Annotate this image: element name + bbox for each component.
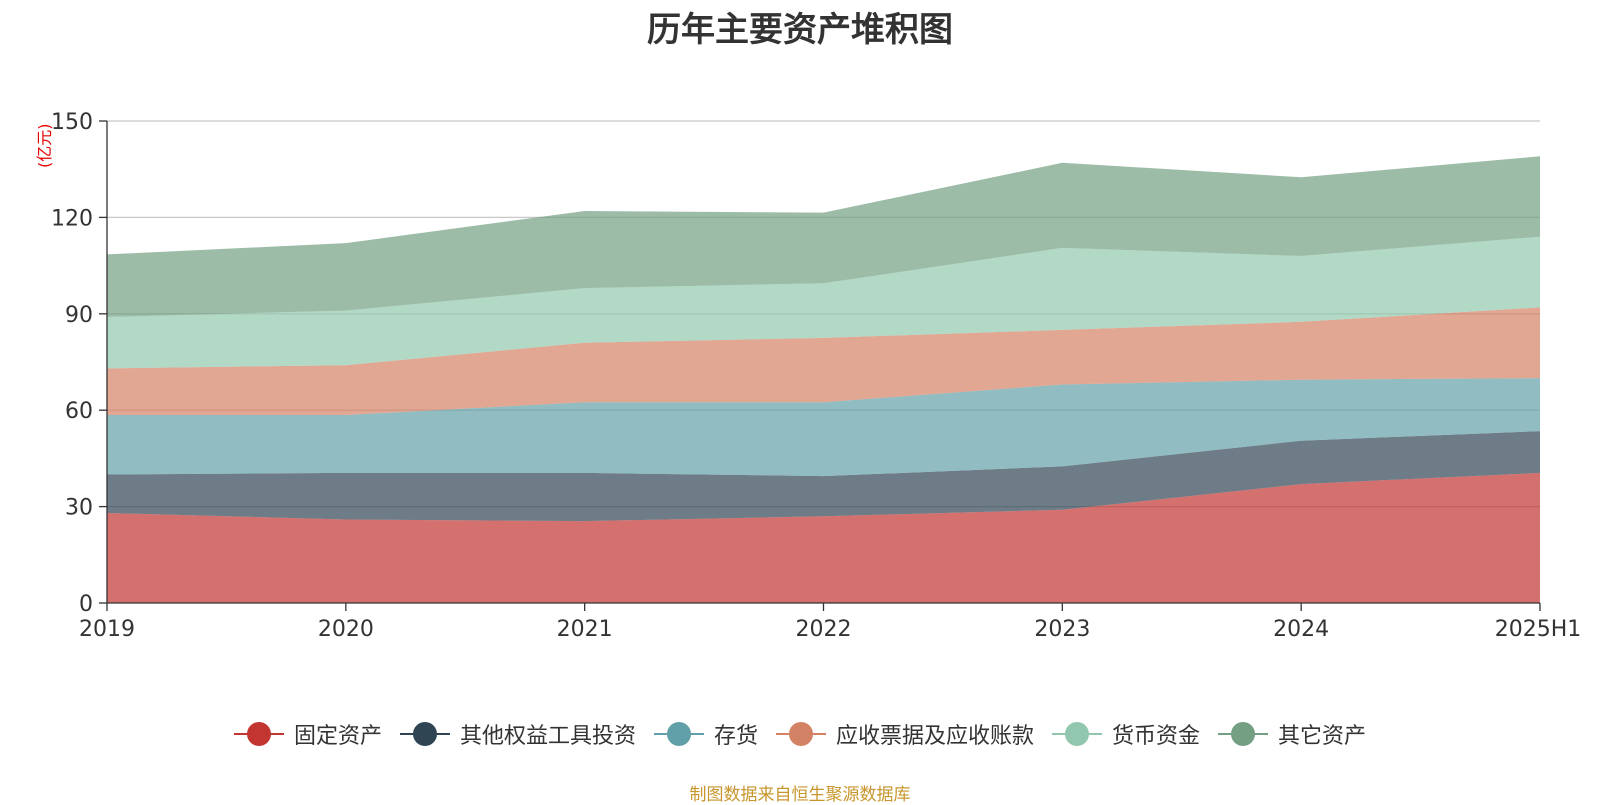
legend-label: 货币资金	[1112, 724, 1201, 749]
legend-item-4[interactable]: 货币资金	[1052, 718, 1200, 750]
area-series-2	[107, 378, 1540, 477]
y-tick-label: 150	[51, 110, 93, 135]
chart-title: 历年主要资产堆积图	[647, 10, 953, 50]
area-series-3	[107, 307, 1540, 415]
legend-dot	[789, 722, 813, 746]
x-tick-label: 2022	[796, 617, 852, 642]
legend-item-1[interactable]: 其他权益工具投资	[399, 718, 636, 750]
legend-swatch	[233, 722, 284, 746]
area-series-1	[107, 431, 1540, 522]
legend-swatch	[776, 722, 826, 746]
legend-item-3[interactable]: 应收票据及应收账款	[776, 718, 1034, 750]
legend-swatch	[1218, 722, 1269, 746]
x-tick-label: 2024	[1273, 617, 1329, 642]
legend-label: 固定资产	[293, 724, 382, 749]
legend-dot	[246, 722, 271, 746]
legend-label: 应收票据及应收账款	[836, 724, 1035, 749]
y-tick-label: 0	[79, 592, 93, 617]
area-series	[107, 156, 1540, 603]
x-tick-label: 2021	[557, 617, 613, 642]
legend-swatch	[653, 722, 704, 746]
legend-label: 其它资产	[1278, 724, 1367, 749]
legend-dot	[666, 722, 691, 746]
legend-swatch	[1052, 722, 1103, 746]
y-axis-unit: (亿元)	[35, 124, 54, 169]
legend-label: 其他权益工具投资	[459, 724, 636, 749]
source-note: 制图数据来自恒生聚源数据库	[689, 785, 911, 805]
axes: 0 30 60 90 120 150 2019 2020 2021 2022 2023 2024 202…	[51, 110, 1581, 642]
legend-item-0[interactable]: 固定资产	[233, 718, 382, 750]
area-series-5	[107, 156, 1540, 317]
legend-dot	[1231, 722, 1256, 746]
y-tick-label: 90	[65, 303, 93, 328]
legend-swatch	[399, 722, 450, 746]
area-series-0	[107, 472, 1540, 603]
legend-item-2[interactable]: 存货	[653, 718, 758, 750]
legend-label: 存货	[713, 724, 758, 749]
x-tick-label: 2019	[79, 617, 135, 642]
legend-dot	[1065, 722, 1090, 746]
legend-item-5[interactable]: 其它资产	[1218, 718, 1366, 750]
legend: 固定资产 其他权益工具投资 存货 应收票据及应收账款 货币资金 其它资产	[0, 718, 1600, 750]
y-tick-label: 60	[65, 399, 93, 424]
y-tick-label: 30	[65, 496, 93, 521]
area-series-4	[107, 236, 1540, 369]
x-tick-label: 2020	[318, 617, 374, 642]
y-tick-label: 120	[51, 206, 93, 231]
x-tick-label: 2023	[1034, 617, 1090, 642]
x-tick-label: 2025H1	[1495, 617, 1582, 642]
legend-dot	[412, 722, 437, 746]
